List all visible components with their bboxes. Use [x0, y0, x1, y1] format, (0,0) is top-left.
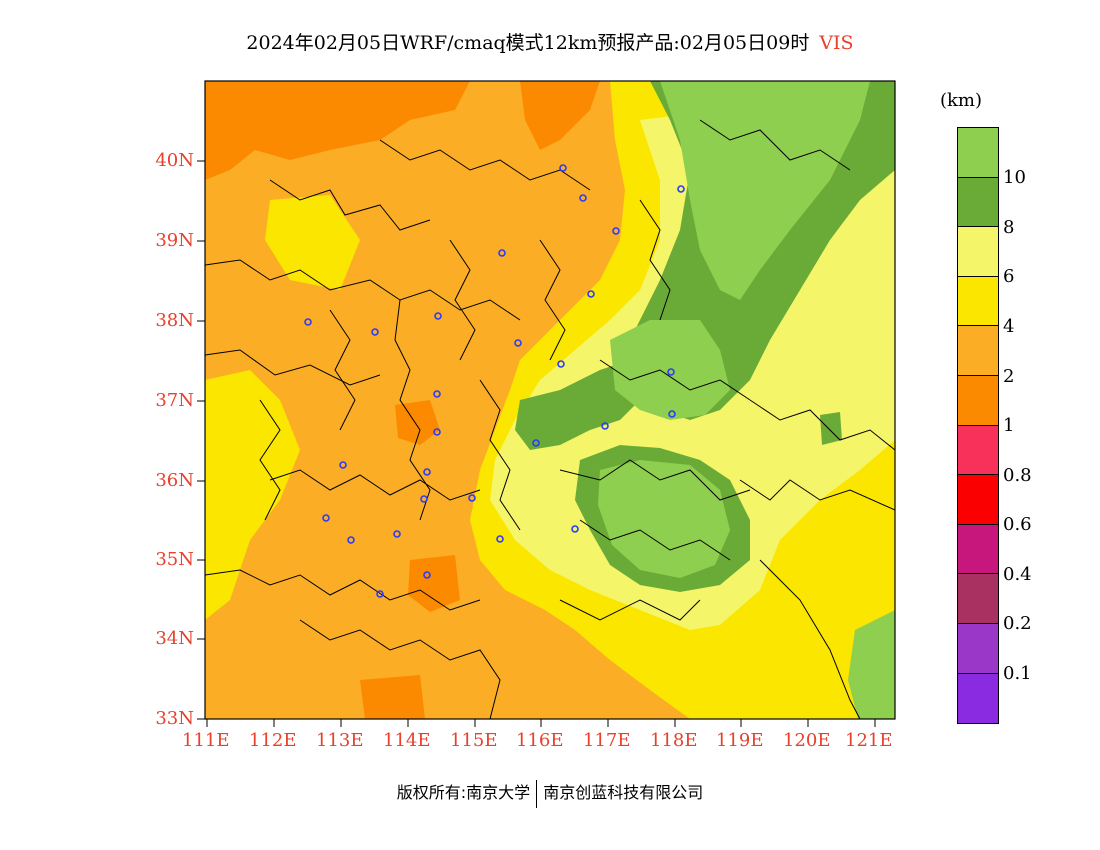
lat-label-34n: 34N	[155, 628, 194, 649]
station-marker	[423, 468, 431, 476]
station-marker	[347, 536, 355, 544]
zone-10km-south	[598, 460, 730, 578]
station-marker	[587, 290, 595, 298]
station-marker	[601, 422, 609, 430]
station-marker	[557, 360, 565, 368]
legend-label-0-6: 0.6	[1003, 514, 1032, 535]
lat-ticks	[197, 160, 205, 720]
color-legend	[957, 127, 999, 725]
zone-4-6km-midwest	[265, 195, 360, 290]
station-marker	[498, 249, 506, 257]
legend-swatch	[958, 128, 998, 178]
lon-label-116e: 116E	[516, 730, 564, 751]
legend-swatch	[958, 623, 998, 674]
zone-10km-southeast	[848, 610, 895, 719]
station-marker	[468, 494, 476, 502]
title-variable: VIS	[819, 32, 854, 54]
legend-label-2: 2	[1003, 366, 1015, 387]
lon-label-112e: 112E	[249, 730, 297, 751]
lat-label-36n: 36N	[155, 470, 194, 491]
station-marker	[496, 535, 504, 543]
legend-label-10: 10	[1003, 167, 1026, 188]
lat-label-33n: 33N	[155, 708, 194, 729]
station-marker	[322, 514, 330, 522]
legend-swatch	[958, 574, 998, 624]
chart-title: 2024年02月05日WRF/cmaq模式12km预报产品:02月05日09时 V…	[0, 28, 1100, 55]
legend-swatch	[958, 524, 998, 575]
lon-label-113e: 113E	[316, 730, 364, 751]
legend-label-8: 8	[1003, 217, 1015, 238]
boundary-lines	[205, 119, 895, 719]
zone-10km-mid	[610, 320, 730, 420]
lat-label-35n: 35N	[155, 549, 194, 570]
legend-swatch	[958, 177, 998, 228]
station-marker	[433, 428, 441, 436]
station-marker	[559, 164, 567, 172]
station-marker	[677, 185, 685, 193]
station-marker	[393, 530, 401, 538]
lat-label-37n: 37N	[155, 390, 194, 411]
legend-swatch	[958, 375, 998, 426]
station-marker	[668, 410, 676, 418]
station-marker	[423, 571, 431, 579]
lon-label-120e: 120E	[783, 730, 831, 751]
zone-8-10km-mid	[515, 360, 640, 450]
legend-label-4: 4	[1003, 316, 1015, 337]
zone-1-2km-south2	[360, 675, 425, 719]
lon-label-121e: 121E	[845, 730, 893, 751]
station-marker	[571, 525, 579, 533]
lon-label-118e: 118E	[650, 730, 698, 751]
station-marker	[434, 312, 442, 320]
title-main: 2024年02月05日WRF/cmaq模式12km预报产品:02月05日09时	[246, 32, 810, 54]
zone-4-6km-west	[205, 370, 300, 620]
legend-swatch	[958, 475, 998, 525]
legend-swatch	[958, 425, 998, 476]
lon-label-111e: 111E	[182, 730, 230, 751]
station-marker	[304, 318, 312, 326]
station-marker	[376, 590, 384, 598]
lat-label-38n: 38N	[155, 310, 194, 331]
station-marker	[667, 368, 675, 376]
zone-1-2km-south	[408, 555, 460, 612]
legend-label-0-4: 0.4	[1003, 564, 1032, 585]
footer-company: 南京创蓝科技有限公司	[543, 783, 704, 802]
legend-label-1: 1	[1003, 415, 1015, 436]
legend-label-0-1: 0.1	[1003, 663, 1032, 684]
lon-label-117e: 117E	[583, 730, 631, 751]
legend-label-6: 6	[1003, 266, 1015, 287]
zone-1-2km-north	[205, 81, 470, 180]
station-marker	[532, 439, 540, 447]
zone-10km-east-spot	[820, 412, 842, 445]
lon-label-114e: 114E	[383, 730, 431, 751]
legend-swatch	[958, 227, 998, 277]
station-marker	[420, 495, 428, 503]
footer: 版权所有:南京大学 南京创蓝科技有限公司	[0, 779, 1100, 808]
station-marker	[579, 194, 587, 202]
footer-copyright: 版权所有:南京大学	[396, 783, 531, 802]
lon-ticks	[206, 719, 876, 727]
lon-label-115e: 115E	[450, 730, 498, 751]
station-marker	[612, 227, 620, 235]
legend-swatch	[958, 276, 998, 327]
legend-unit: (km)	[940, 90, 983, 111]
zone-10km-north	[660, 81, 870, 300]
lat-label-39n: 39N	[155, 230, 194, 251]
legend-swatch	[958, 673, 998, 724]
city-stations	[304, 164, 685, 598]
lat-label-40n: 40N	[155, 150, 194, 171]
legend-swatch	[958, 326, 998, 376]
station-marker	[433, 390, 441, 398]
station-marker	[514, 339, 522, 347]
plot-frame	[204, 80, 896, 720]
station-marker	[339, 461, 347, 469]
zone-1-2km-northeast	[520, 81, 600, 150]
lon-label-119e: 119E	[716, 730, 764, 751]
zone-1-2km-center	[395, 400, 440, 445]
legend-label-0-2: 0.2	[1003, 613, 1032, 634]
map-fill	[205, 81, 895, 719]
legend-label-0-8: 0.8	[1003, 465, 1032, 486]
footer-separator	[536, 779, 538, 808]
station-marker	[371, 328, 379, 336]
